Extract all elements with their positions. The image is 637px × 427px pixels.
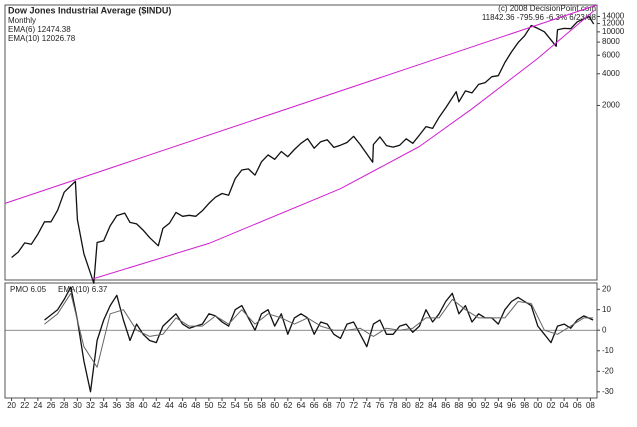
x-tick-label: 84 [428, 401, 437, 410]
subtitle: Monthly [8, 16, 36, 25]
series-line [11, 15, 595, 284]
y-tick-label: 4000 [602, 69, 620, 78]
x-tick-label: 60 [270, 401, 279, 410]
x-tick-label: 56 [244, 401, 253, 410]
y-tick-label: -30 [602, 387, 614, 396]
x-tick-label: 02 [547, 401, 556, 410]
y-tick-label: 10000 [602, 27, 625, 36]
x-tick-label: 38 [126, 401, 135, 410]
x-tick-label: 68 [323, 401, 332, 410]
y-tick-label: 6000 [602, 50, 620, 59]
x-tick-label: 58 [257, 401, 266, 410]
chart-title: Dow Jones Industrial Average ($INDU) [8, 5, 171, 15]
x-tick-label: 88 [454, 401, 463, 410]
quote: 11842.36 -795.96 -6.3% 6/23/08 [482, 13, 597, 22]
x-tick-label: 72 [349, 401, 358, 410]
x-tick-label: 30 [73, 401, 82, 410]
annotation: EMA(10) 12026.78 [8, 34, 76, 43]
x-tick-label: 54 [231, 401, 240, 410]
y-tick-label: -20 [602, 366, 614, 375]
x-tick-label: 42 [152, 401, 161, 410]
x-tick-label: 94 [494, 401, 503, 410]
legend-entry: EMA(10) 6.37 [58, 285, 108, 294]
x-tick-label: 96 [507, 401, 516, 410]
annotation: EMA(6) 12474.38 [8, 25, 71, 34]
y-tick-label: 0 [602, 325, 607, 334]
x-tick-label: 64 [297, 401, 306, 410]
x-tick-label: 22 [20, 401, 29, 410]
x-tick-label: 80 [402, 401, 411, 410]
x-tick-label: 86 [441, 401, 450, 410]
x-tick-label: 50 [204, 401, 213, 410]
x-tick-label: 28 [60, 401, 69, 410]
y-tick-label: 8000 [602, 37, 620, 46]
x-tick-label: 52 [218, 401, 227, 410]
series-line [4, 4, 598, 204]
y-tick-label: -10 [602, 346, 614, 355]
x-tick-label: 44 [165, 401, 174, 410]
x-tick-label: 82 [415, 401, 424, 410]
x-tick-label: 78 [389, 401, 398, 410]
y-tick-label: 2000 [602, 101, 620, 110]
x-tick-label: 98 [520, 401, 529, 410]
y-tick-label: 10 [602, 305, 611, 314]
x-tick-label: 46 [178, 401, 187, 410]
y-tick-label: 20 [602, 284, 611, 293]
x-tick-label: 66 [310, 401, 319, 410]
x-tick-label: 26 [47, 401, 56, 410]
x-tick-label: 92 [481, 401, 490, 410]
y-tick-label: 12000 [602, 19, 625, 28]
x-tick-label: 34 [99, 401, 108, 410]
x-tick-label: 74 [362, 401, 371, 410]
x-tick-label: 04 [560, 401, 569, 410]
series-line [92, 10, 595, 280]
x-tick-label: 08 [586, 401, 595, 410]
x-tick-label: 00 [533, 401, 542, 410]
series-line [44, 286, 594, 393]
x-tick-label: 62 [283, 401, 292, 410]
x-tick-label: 20 [7, 401, 16, 410]
copyright: (c) 2008 DecisionPoint.com [498, 4, 596, 13]
x-tick-label: 36 [112, 401, 121, 410]
x-tick-label: 06 [573, 401, 582, 410]
y-tick-label: 14000 [602, 12, 625, 21]
x-tick-label: 90 [468, 401, 477, 410]
x-tick-label: 48 [191, 401, 200, 410]
x-tick-label: 70 [336, 401, 345, 410]
price-panel [4, 4, 598, 281]
x-tick-label: 76 [375, 401, 384, 410]
legend-entry: PMO 6.05 [10, 285, 47, 294]
x-tick-label: 32 [86, 401, 95, 410]
x-tick-label: 40 [139, 401, 148, 410]
series-line [44, 292, 594, 368]
x-tick-label: 24 [33, 401, 42, 410]
